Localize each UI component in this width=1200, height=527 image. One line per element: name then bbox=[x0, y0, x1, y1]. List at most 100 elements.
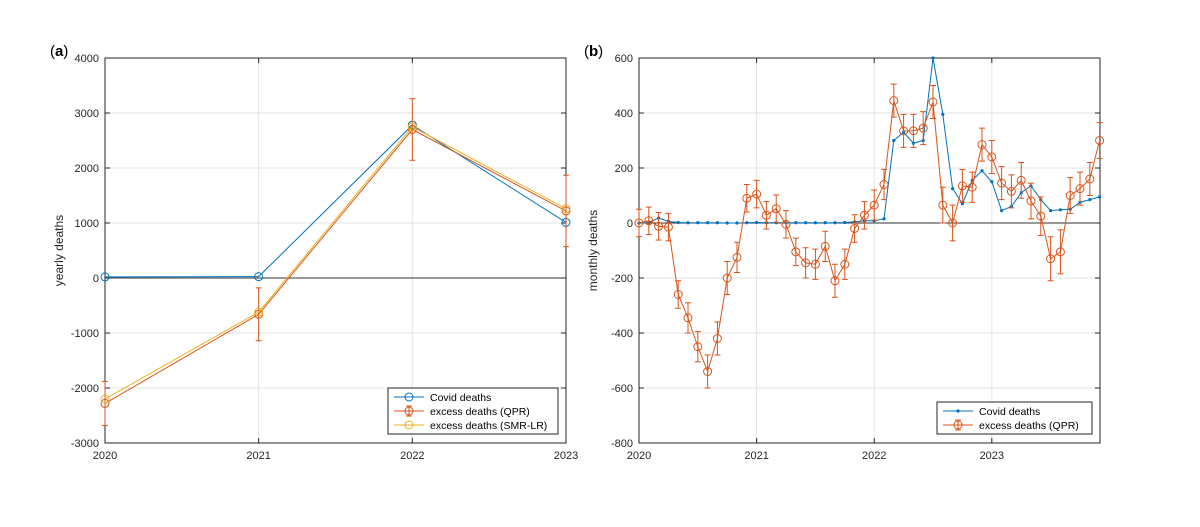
data-point bbox=[725, 221, 729, 225]
legend-label: Covid deaths bbox=[430, 392, 491, 404]
series-line bbox=[104, 126, 567, 400]
data-point bbox=[908, 126, 918, 136]
data-point bbox=[823, 221, 827, 225]
data-point bbox=[1006, 186, 1016, 196]
data-point bbox=[1095, 136, 1105, 145]
data-point bbox=[960, 202, 965, 206]
series-line bbox=[104, 128, 567, 404]
y-tick-label: 2000 bbox=[75, 163, 99, 175]
x-tick-label: 2023 bbox=[980, 450, 1004, 462]
x-tick-label: 2022 bbox=[862, 450, 886, 462]
legend-swatch-marker bbox=[404, 406, 414, 416]
y-tick-label: -400 bbox=[611, 328, 633, 340]
data-point bbox=[941, 112, 945, 116]
legend-swatch-marker bbox=[956, 409, 960, 413]
x-tick-label: 2020 bbox=[627, 450, 651, 462]
data-point bbox=[987, 152, 997, 162]
y-tick-label: -3000 bbox=[71, 438, 99, 450]
y-tick-label: -800 bbox=[611, 438, 633, 450]
data-point bbox=[810, 259, 820, 269]
x-tick-label: 2022 bbox=[400, 450, 424, 462]
data-point bbox=[100, 272, 110, 282]
data-point bbox=[850, 224, 860, 233]
data-point bbox=[1058, 208, 1063, 212]
data-point bbox=[683, 313, 693, 323]
y-tick-label: 600 bbox=[615, 53, 633, 65]
data-point bbox=[1065, 191, 1075, 200]
data-point bbox=[755, 220, 759, 225]
panel-a: -3000 -2000 -1000 0 1000 2000 3000 4000 2020 2021… bbox=[50, 43, 578, 462]
data-point bbox=[735, 221, 739, 225]
legend-swatch-marker bbox=[953, 420, 963, 430]
data-point bbox=[706, 221, 710, 225]
legend-swatch-marker bbox=[404, 392, 414, 402]
data-point bbox=[696, 221, 700, 225]
data-point bbox=[561, 204, 571, 214]
data-point bbox=[879, 180, 889, 189]
legend: Covid deaths excess deaths (QPR) bbox=[936, 401, 1093, 435]
data-point bbox=[254, 272, 264, 282]
data-point bbox=[771, 204, 781, 214]
data-point bbox=[752, 189, 762, 199]
legend-label: excess deaths (SMR-LR) bbox=[430, 420, 547, 432]
series-1 bbox=[634, 83, 1105, 389]
panel-label: (a) bbox=[50, 43, 68, 60]
data-point bbox=[938, 200, 948, 210]
x-tick-label: 2020 bbox=[93, 450, 117, 462]
data-point bbox=[794, 221, 798, 225]
data-point bbox=[869, 200, 879, 210]
y-tick-label: 1000 bbox=[75, 218, 99, 230]
data-point bbox=[781, 219, 791, 229]
data-point bbox=[918, 123, 928, 133]
series-2 bbox=[100, 122, 571, 404]
data-point bbox=[843, 220, 847, 225]
data-point bbox=[899, 126, 909, 136]
y-tick-label: 0 bbox=[93, 273, 99, 285]
data-point bbox=[742, 193, 752, 203]
data-point bbox=[813, 221, 818, 225]
data-point bbox=[882, 217, 886, 221]
data-point bbox=[967, 182, 977, 192]
y-tick-label: 200 bbox=[615, 163, 633, 175]
data-point bbox=[722, 273, 732, 283]
data-point bbox=[977, 140, 987, 150]
data-point bbox=[833, 221, 837, 225]
data-point bbox=[957, 181, 967, 191]
data-point bbox=[840, 259, 850, 269]
legend-swatch-marker bbox=[404, 420, 414, 430]
data-point bbox=[686, 221, 690, 225]
data-point bbox=[712, 334, 722, 343]
data-point bbox=[804, 221, 808, 225]
data-point bbox=[1016, 175, 1026, 185]
legend-label: excess deaths (QPR) bbox=[430, 406, 530, 418]
data-point bbox=[732, 252, 742, 262]
data-point bbox=[100, 398, 110, 408]
data-point bbox=[254, 307, 264, 317]
data-point bbox=[663, 222, 673, 232]
data-point bbox=[1055, 247, 1065, 257]
data-point bbox=[703, 367, 713, 376]
data-point bbox=[892, 138, 896, 143]
data-point bbox=[644, 216, 654, 226]
data-point bbox=[407, 125, 417, 134]
data-point bbox=[693, 342, 703, 352]
series-line bbox=[638, 57, 1100, 224]
y-tick-label: 3000 bbox=[75, 108, 99, 120]
x-tick-label: 2023 bbox=[554, 450, 578, 462]
data-point bbox=[745, 221, 749, 225]
data-point bbox=[801, 258, 811, 268]
data-point bbox=[1049, 209, 1053, 213]
data-point bbox=[1046, 254, 1056, 264]
data-point bbox=[820, 241, 830, 251]
data-point bbox=[1075, 184, 1085, 194]
data-point bbox=[561, 206, 571, 216]
data-point bbox=[1000, 209, 1004, 213]
y-tick-label: -2000 bbox=[71, 383, 99, 395]
legend-box bbox=[936, 401, 1093, 435]
data-point bbox=[1098, 195, 1102, 199]
y-axis-label: yearly deaths bbox=[52, 215, 66, 286]
panel-b: -800 -600 -400 -200 0 200 400 600 2020 2021 2022 20… bbox=[584, 43, 1105, 462]
data-point bbox=[634, 218, 644, 228]
data-point bbox=[1085, 174, 1095, 184]
data-point bbox=[676, 220, 680, 225]
